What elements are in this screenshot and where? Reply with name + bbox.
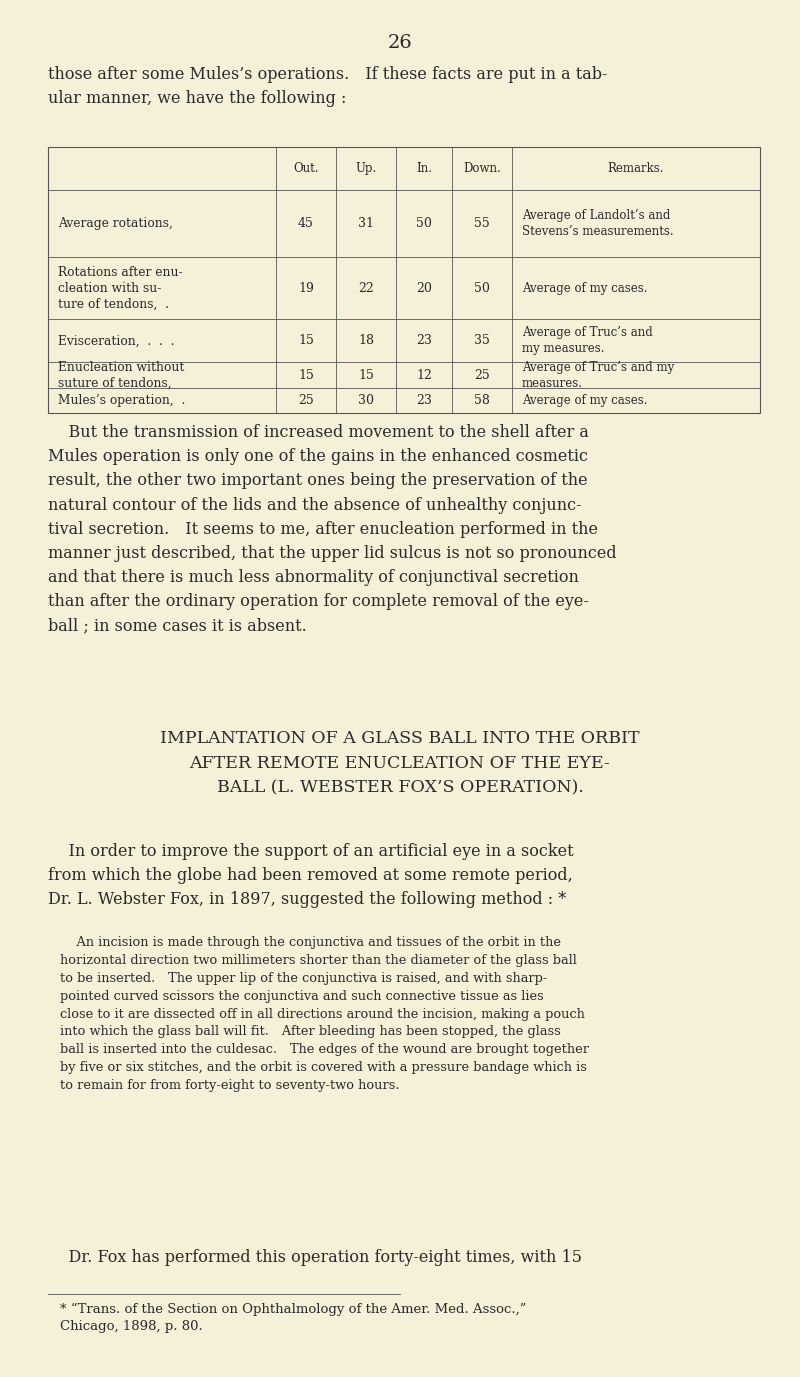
Text: 20: 20 — [416, 282, 432, 295]
Text: 19: 19 — [298, 282, 314, 295]
Text: Average of Truc’s and
my measures.: Average of Truc’s and my measures. — [522, 326, 652, 355]
Text: 45: 45 — [298, 218, 314, 230]
Text: 12: 12 — [416, 369, 432, 381]
Text: 18: 18 — [358, 335, 374, 347]
Text: Evisceration,  .  .  .: Evisceration, . . . — [58, 335, 174, 347]
Text: 35: 35 — [474, 335, 490, 347]
Text: those after some Mules’s operations. If these facts are put in a tab-
ular manne: those after some Mules’s operations. If … — [48, 66, 607, 106]
Bar — [48, 147, 760, 413]
Text: Down.: Down. — [463, 162, 501, 175]
Text: Up.: Up. — [355, 162, 377, 175]
Text: Average of my cases.: Average of my cases. — [522, 394, 647, 408]
Text: Dr. Fox has performed this operation forty-eight times, with 15: Dr. Fox has performed this operation for… — [48, 1249, 582, 1265]
Text: 26: 26 — [388, 34, 412, 52]
Text: 25: 25 — [298, 394, 314, 408]
Text: 15: 15 — [298, 369, 314, 381]
Text: * “Trans. of the Section on Ophthalmology of the Amer. Med. Assoc.,”
Chicago, 18: * “Trans. of the Section on Ophthalmolog… — [60, 1303, 526, 1333]
Text: IMPLANTATION OF A GLASS BALL INTO THE ORBIT
AFTER REMOTE ENUCLEATION OF THE EYE-: IMPLANTATION OF A GLASS BALL INTO THE OR… — [160, 730, 640, 796]
Text: But the transmission of increased movement to the shell after a
Mules operation : But the transmission of increased moveme… — [48, 424, 617, 635]
Text: Rotations after enu-
cleation with su-
ture of tendons,  .: Rotations after enu- cleation with su- t… — [58, 266, 182, 311]
Text: In order to improve the support of an artificial eye in a socket
from which the : In order to improve the support of an ar… — [48, 843, 574, 907]
Text: 25: 25 — [474, 369, 490, 381]
Text: 23: 23 — [416, 335, 432, 347]
Text: 31: 31 — [358, 218, 374, 230]
Text: Average of Truc’s and my
measures.: Average of Truc’s and my measures. — [522, 361, 674, 390]
Text: Average of Landolt’s and
Stevens’s measurements.: Average of Landolt’s and Stevens’s measu… — [522, 209, 674, 238]
Text: 22: 22 — [358, 282, 374, 295]
Text: Remarks.: Remarks. — [608, 162, 664, 175]
Text: 23: 23 — [416, 394, 432, 408]
Text: 15: 15 — [298, 335, 314, 347]
Text: 50: 50 — [474, 282, 490, 295]
Text: An incision is made through the conjunctiva and tissues of the orbit in the
hori: An incision is made through the conjunct… — [60, 936, 589, 1092]
Text: 55: 55 — [474, 218, 490, 230]
Text: 15: 15 — [358, 369, 374, 381]
Text: Out.: Out. — [294, 162, 318, 175]
Text: 58: 58 — [474, 394, 490, 408]
Text: Enucleation without
suture of tendons,: Enucleation without suture of tendons, — [58, 361, 184, 390]
Text: Mules’s operation,  .: Mules’s operation, . — [58, 394, 185, 408]
Text: In.: In. — [416, 162, 432, 175]
Text: Average rotations,: Average rotations, — [58, 218, 173, 230]
Text: 50: 50 — [416, 218, 432, 230]
Text: 30: 30 — [358, 394, 374, 408]
Text: Average of my cases.: Average of my cases. — [522, 282, 647, 295]
